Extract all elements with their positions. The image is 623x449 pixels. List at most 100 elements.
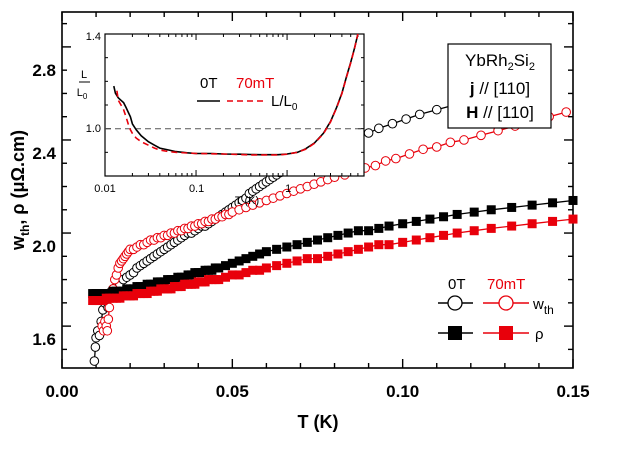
data-point	[214, 275, 224, 285]
data-point	[431, 104, 442, 115]
inset-series-l-l0-70mt	[116, 33, 359, 156]
inset-frame	[104, 33, 365, 177]
y-tick-label: 1.6	[32, 330, 56, 349]
data-point	[272, 261, 282, 271]
data-point	[90, 342, 101, 352]
main-legend: 0T 70mT wth ρ	[438, 276, 554, 343]
data-point	[548, 216, 558, 226]
data-point	[221, 272, 231, 282]
series-rho-0t	[88, 195, 578, 299]
data-point	[313, 254, 322, 264]
x-axis-title: T (K)	[298, 412, 339, 432]
data-point	[363, 128, 374, 138]
inset-x-tick-label: 1	[285, 183, 291, 195]
x-tick-label: 0.00	[45, 382, 78, 401]
legend-label-70mt: 70mT	[487, 276, 525, 293]
legend-wth-0t-marker	[447, 295, 463, 311]
inset-legend-ratio: L/L0	[271, 93, 298, 113]
data-point	[333, 249, 343, 259]
field-direction: H // [110]	[466, 103, 534, 122]
data-point	[227, 258, 237, 268]
x-tick-label: 0.15	[556, 382, 589, 401]
data-point	[459, 135, 469, 145]
data-point	[104, 302, 115, 313]
data-point	[261, 247, 271, 257]
data-point	[452, 228, 462, 238]
data-point	[568, 214, 578, 224]
data-point	[248, 251, 258, 261]
data-point	[527, 219, 537, 229]
data-point	[370, 160, 381, 171]
x-tick-label: 0.05	[216, 382, 249, 401]
data-point	[425, 233, 435, 243]
data-point	[302, 237, 312, 247]
data-point	[282, 258, 292, 268]
data-point	[241, 268, 251, 278]
data-point	[364, 242, 374, 252]
series-rho-70mt	[88, 214, 578, 306]
data-point	[384, 221, 394, 231]
data-point	[374, 223, 384, 233]
data-point	[272, 244, 282, 254]
data-point	[364, 226, 374, 236]
inset-y-tick-label: 1.4	[86, 31, 101, 43]
data-point	[234, 256, 244, 266]
sample-info-box	[447, 43, 552, 129]
data-point	[401, 114, 411, 124]
data-point	[221, 261, 231, 271]
current-direction: j // [110]	[469, 79, 530, 98]
main-axis-ticks	[61, 12, 574, 368]
inset-chart: 0.01 0.1 1 T (K) 1.4 1.0 L L0 0T 70mT L/…	[77, 31, 365, 207]
legend-rho-label: ρ	[535, 326, 544, 343]
y-axis-title: wth, ρ (μΩ.cm)	[8, 130, 32, 251]
data-point	[333, 230, 343, 240]
data-point	[103, 314, 114, 324]
data-point	[384, 240, 394, 250]
inset-series-group	[113, 33, 359, 156]
data-point	[452, 209, 462, 219]
data-point	[241, 254, 251, 264]
data-point	[374, 240, 384, 250]
data-point	[353, 244, 363, 254]
inset-y-tick-label: 1.0	[86, 123, 101, 135]
data-point	[248, 265, 258, 275]
data-point	[282, 242, 292, 252]
data-point	[343, 247, 353, 257]
data-point	[507, 221, 517, 231]
data-point	[439, 230, 449, 240]
data-point	[411, 235, 421, 245]
data-point	[292, 240, 302, 250]
data-point	[469, 207, 479, 217]
inset-legend-0t: 0T	[200, 75, 218, 92]
data-point	[343, 228, 353, 238]
data-point	[411, 216, 421, 226]
data-point	[425, 214, 435, 224]
data-point	[391, 153, 401, 164]
data-point	[255, 265, 265, 275]
data-point	[527, 200, 537, 210]
inset-x-tick-label: 0.1	[189, 183, 204, 195]
data-point	[439, 212, 449, 222]
inset-x-tick-label: 0.01	[94, 183, 115, 195]
inset-x-axis-title: T (K)	[235, 195, 259, 207]
data-point	[486, 205, 496, 215]
data-point	[486, 223, 496, 233]
y-tick-label: 2.0	[32, 237, 56, 256]
y-tick-label: 2.4	[32, 144, 56, 163]
data-point	[561, 107, 571, 117]
data-point	[380, 156, 391, 166]
data-point	[214, 263, 224, 273]
data-point	[374, 123, 384, 134]
data-point	[445, 137, 456, 148]
y-tick-label: 2.8	[32, 61, 56, 80]
main-plot-frame	[61, 11, 574, 369]
data-point	[507, 202, 517, 212]
data-point	[568, 195, 578, 205]
data-point	[323, 233, 333, 243]
data-point	[387, 118, 398, 129]
data-point	[227, 270, 237, 280]
data-point	[323, 251, 333, 261]
legend-rho-70mt-marker	[499, 326, 513, 340]
